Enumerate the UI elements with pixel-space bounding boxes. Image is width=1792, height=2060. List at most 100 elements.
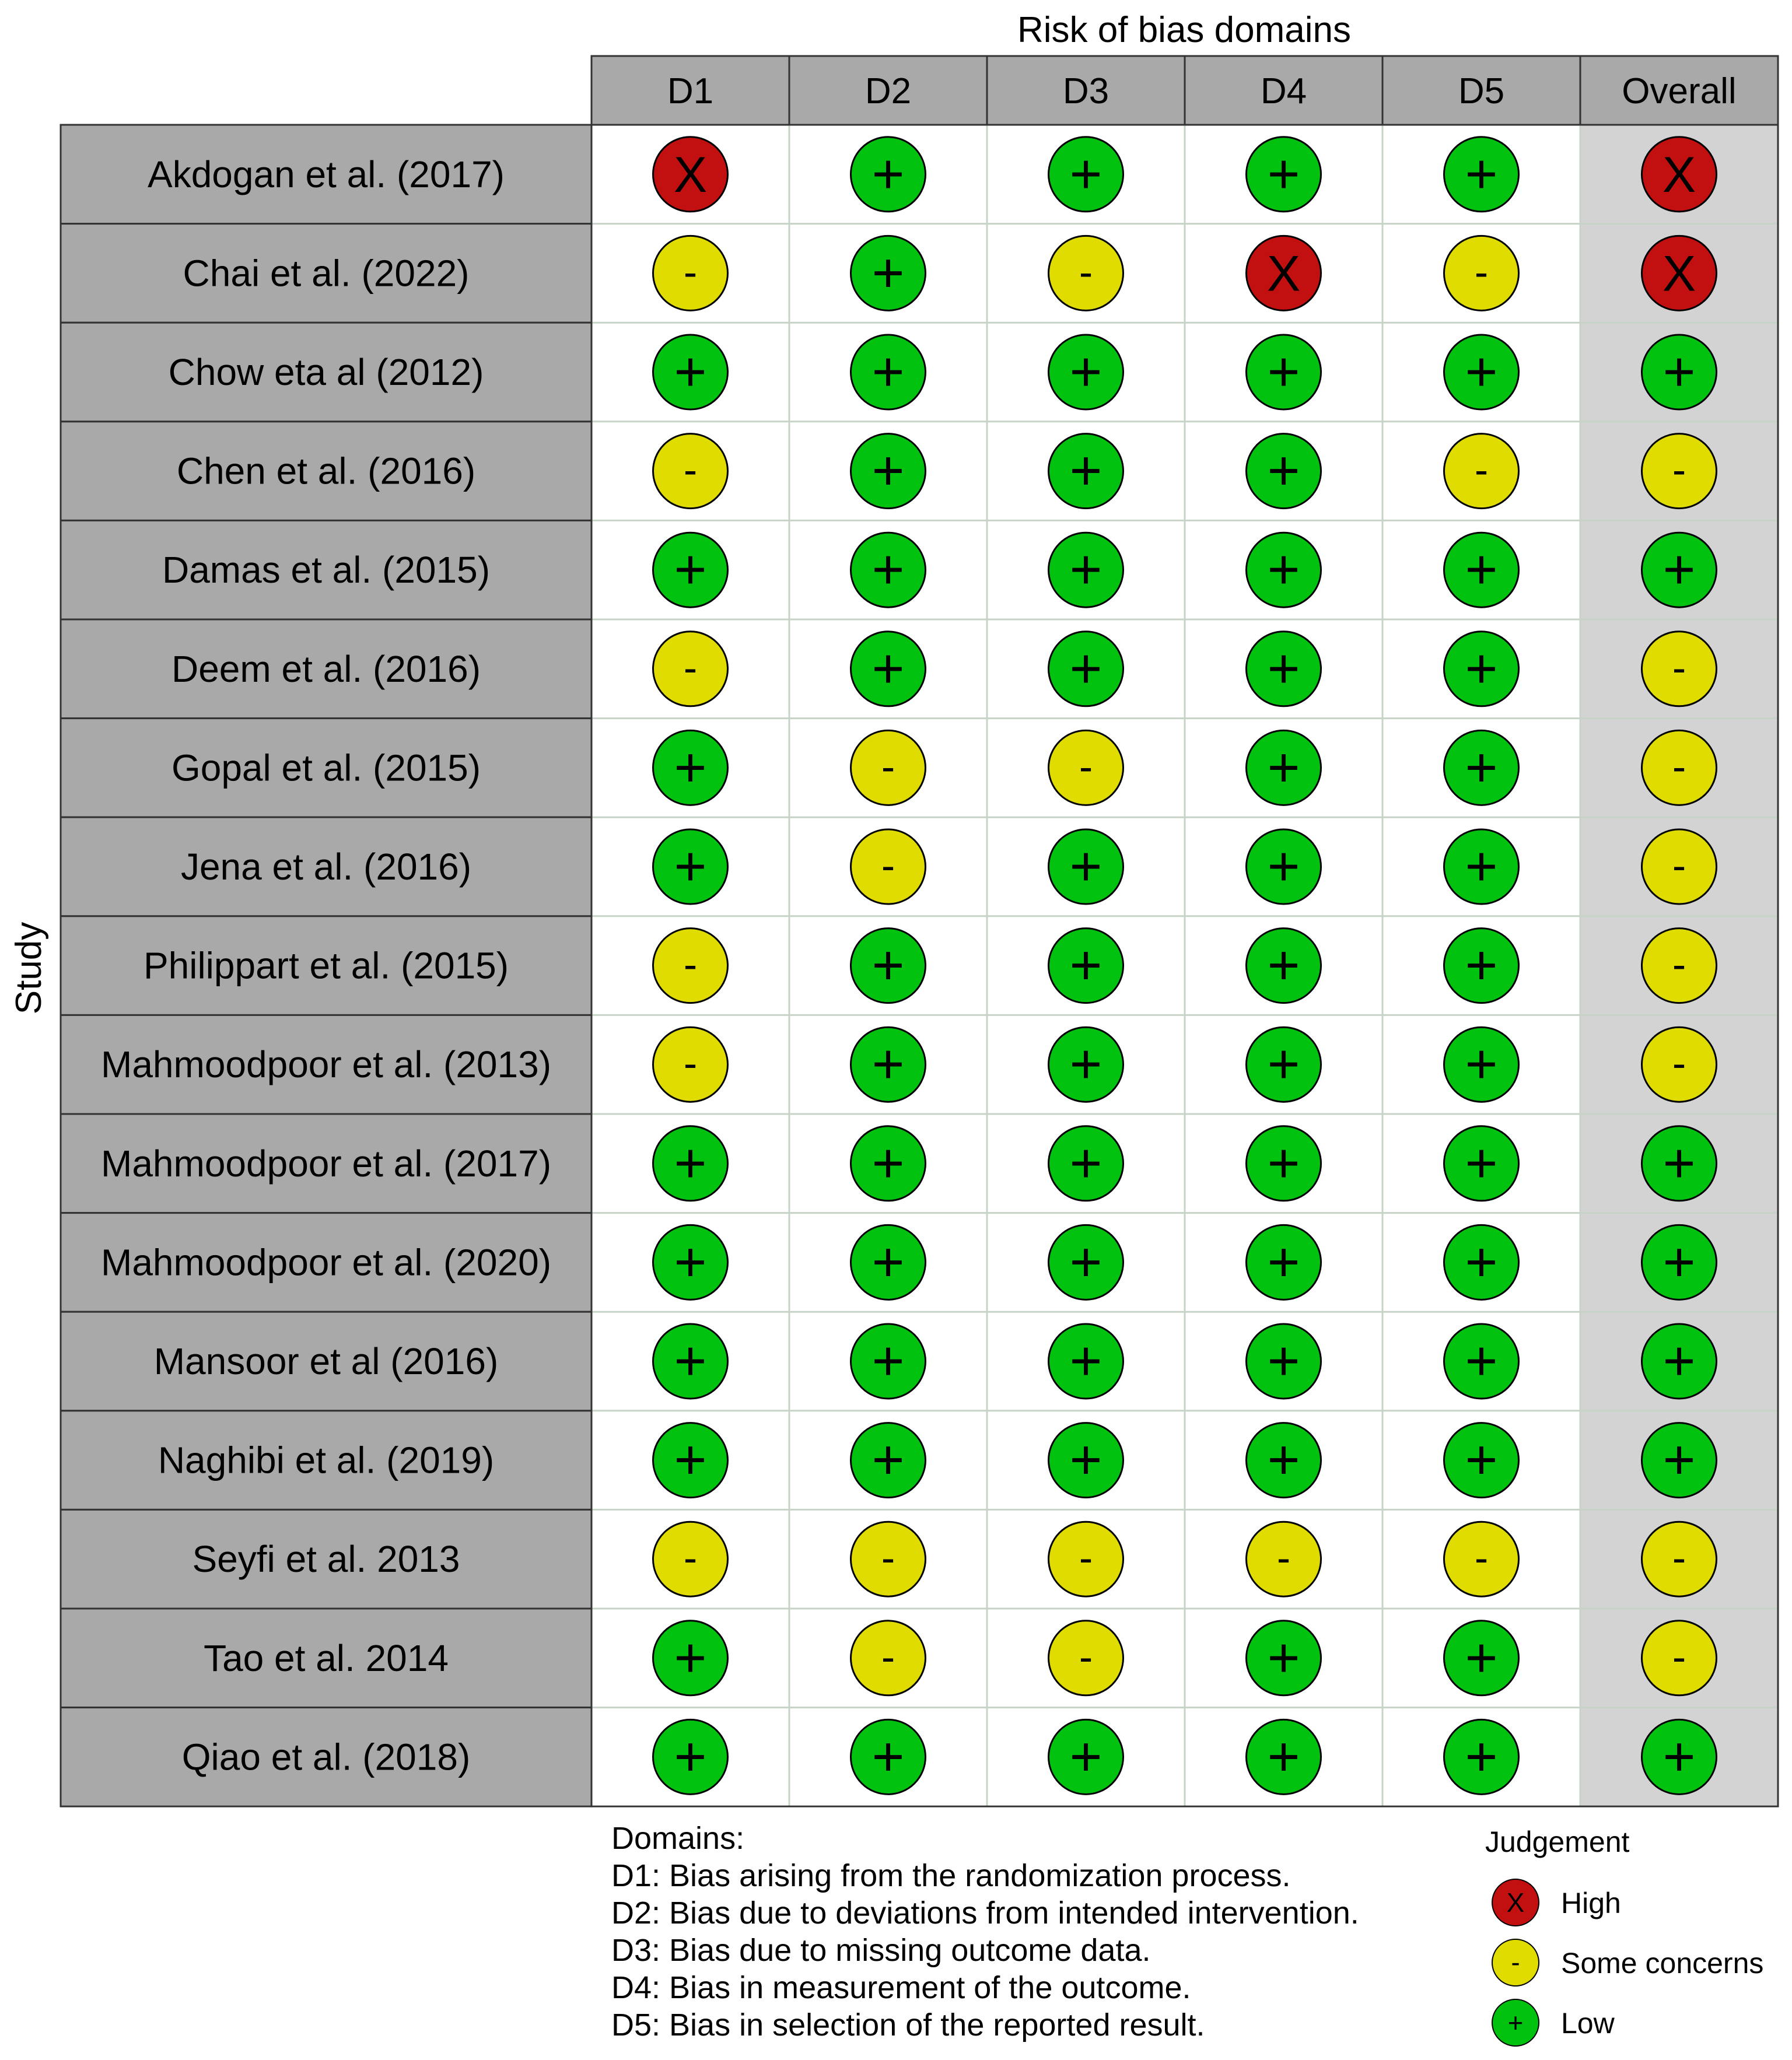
legend-low-icon bbox=[1492, 1999, 1539, 2047]
judgement-symbol-mahmoodpoor-et-al-2013-d2: + bbox=[872, 1033, 904, 1095]
legend-high-label: High bbox=[1561, 1887, 1621, 1919]
judgement-symbol-naghibi-et-al-2019-d4: + bbox=[1267, 1429, 1300, 1491]
legend-some-label: Some concerns bbox=[1561, 1947, 1763, 1980]
judgement-mark-chen-et-al-2016-d3 bbox=[1048, 433, 1124, 510]
judgement-mark-naghibi-et-al-2019-d4 bbox=[1245, 1422, 1322, 1499]
judgement-mark-mahmoodpoor-et-al-2013-overall bbox=[1641, 1026, 1717, 1103]
judgement-mark-chai-et-al-2022-d3 bbox=[1048, 234, 1124, 311]
judgement-symbol-seyfi-et-al-2013-overall: - bbox=[1672, 1535, 1686, 1581]
judgement-mark-deem-et-al-2016-d5 bbox=[1443, 630, 1520, 707]
judgement-mark-chai-et-al-2022-d5 bbox=[1443, 234, 1520, 311]
judgement-mark-akdogan-et-al-2017-overall bbox=[1641, 136, 1717, 213]
judgement-mark-akdogan-et-al-2017-d4 bbox=[1245, 136, 1322, 213]
judgement-symbol-deem-et-al-2016-d2: + bbox=[872, 637, 904, 700]
judgement-symbol-damas-et-al-2015-d5: + bbox=[1465, 538, 1497, 601]
judgement-symbol-mahmoodpoor-et-al-2020-d3: + bbox=[1069, 1231, 1102, 1293]
study-label-deem-et-al-2016: Deem et al. (2016) bbox=[172, 648, 481, 690]
study-label-jena-et-al-2016: Jena et al. (2016) bbox=[181, 846, 471, 888]
judgement-symbol-damas-et-al-2015-d1: + bbox=[674, 538, 706, 601]
judgement-symbol-tao-et-al-2014-overall: - bbox=[1672, 1634, 1686, 1680]
header-cell-overall bbox=[1579, 55, 1779, 126]
judgement-mark-mahmoodpoor-et-al-2020-overall bbox=[1641, 1224, 1717, 1301]
judgement-symbol-damas-et-al-2015-d4: + bbox=[1267, 538, 1300, 601]
judgement-mark-mahmoodpoor-et-al-2020-d1 bbox=[652, 1224, 729, 1301]
judgement-symbol-qiao-et-al-2018-d4: + bbox=[1267, 1725, 1300, 1788]
judgement-symbol-philippart-et-al-2015-d5: + bbox=[1465, 934, 1497, 997]
judgement-symbol-naghibi-et-al-2019-d5: + bbox=[1465, 1429, 1497, 1491]
judgement-symbol-philippart-et-al-2015-overall: - bbox=[1672, 942, 1686, 987]
judgement-symbol-mahmoodpoor-et-al-2017-d5: + bbox=[1465, 1132, 1497, 1194]
judgement-symbol-philippart-et-al-2015-d2: + bbox=[872, 934, 904, 997]
judgement-mark-chow-eta-al-2012-d2 bbox=[850, 334, 926, 411]
judgement-mark-chow-eta-al-2012-d4 bbox=[1245, 334, 1322, 411]
judgement-mark-chow-eta-al-2012-d1 bbox=[652, 334, 729, 411]
judgement-mark-chen-et-al-2016-d4 bbox=[1245, 433, 1322, 510]
judgement-mark-naghibi-et-al-2019-d5 bbox=[1443, 1422, 1520, 1499]
judgement-mark-mansoor-et-al-2016-d2 bbox=[850, 1323, 926, 1400]
judgement-mark-naghibi-et-al-2019-overall bbox=[1641, 1422, 1717, 1499]
study-cell-gopal-et-al-2015 bbox=[60, 717, 593, 818]
judgement-mark-mahmoodpoor-et-al-2013-d5 bbox=[1443, 1026, 1520, 1103]
study-label-gopal-et-al-2015: Gopal et al. (2015) bbox=[172, 747, 481, 789]
judgement-symbol-jena-et-al-2016-d2: - bbox=[881, 843, 895, 888]
judgement-symbol-mansoor-et-al-2016-d4: + bbox=[1267, 1330, 1300, 1392]
judgement-symbol-deem-et-al-2016-d4: + bbox=[1267, 637, 1300, 700]
judgement-symbol-qiao-et-al-2018-d3: + bbox=[1069, 1725, 1102, 1788]
judgement-mark-mahmoodpoor-et-al-2020-d5 bbox=[1443, 1224, 1520, 1301]
judgement-symbol-mahmoodpoor-et-al-2020-d5: + bbox=[1465, 1231, 1497, 1293]
judgement-mark-chow-eta-al-2012-d3 bbox=[1048, 334, 1124, 411]
judgement-mark-naghibi-et-al-2019-d2 bbox=[850, 1422, 926, 1499]
study-label-akdogan-et-al-2017: Akdogan et al. (2017) bbox=[148, 153, 505, 195]
domain-legend-d2: D2: Bias due to deviations from intended… bbox=[611, 1896, 1359, 1931]
judgement-mark-chow-eta-al-2012-overall bbox=[1641, 334, 1717, 411]
judgement-symbol-chen-et-al-2016-d3: + bbox=[1069, 440, 1102, 502]
judgement-mark-seyfi-et-al-2013-overall bbox=[1641, 1521, 1717, 1597]
study-label-column: Akdogan et al. (2017) Chai et al. (2022) C… bbox=[60, 124, 593, 1807]
judgement-mark-chow-eta-al-2012-d5 bbox=[1443, 334, 1520, 411]
judgement-mark-damas-et-al-2015-d3 bbox=[1048, 531, 1124, 608]
judgement-mark-gopal-et-al-2015-d1 bbox=[652, 729, 729, 806]
study-cell-chai-et-al-2022 bbox=[60, 223, 593, 324]
judgement-mark-seyfi-et-al-2013-d5 bbox=[1443, 1521, 1520, 1597]
judgement-mark-gopal-et-al-2015-d2 bbox=[850, 729, 926, 806]
judgement-mark-tao-et-al-2014-d1 bbox=[652, 1620, 729, 1697]
study-cell-akdogan-et-al-2017 bbox=[60, 124, 593, 225]
judgement-symbol-chai-et-al-2022-d3: - bbox=[1079, 249, 1093, 295]
judgement-symbol-gopal-et-al-2015-overall: - bbox=[1672, 744, 1686, 789]
judgement-symbol-mahmoodpoor-et-al-2017-d4: + bbox=[1267, 1132, 1300, 1194]
judgement-symbol-tao-et-al-2014-d5: + bbox=[1465, 1627, 1497, 1689]
judgement-mark-jena-et-al-2016-d2 bbox=[850, 828, 926, 905]
legend-some-icon bbox=[1492, 1939, 1539, 1987]
study-cell-naghibi-et-al-2019 bbox=[60, 1410, 593, 1511]
study-label-seyfi-et-al-2013: Seyfi et al. 2013 bbox=[192, 1538, 460, 1580]
judgement-symbol-chen-et-al-2016-d4: + bbox=[1267, 440, 1300, 502]
judgement-symbol-chen-et-al-2016-d1: - bbox=[684, 447, 697, 493]
judgement-mark-jena-et-al-2016-overall bbox=[1641, 828, 1717, 905]
domain-legend-d4: D4: Bias in measurement of the outcome. bbox=[611, 1970, 1191, 2005]
judgement-mark-gopal-et-al-2015-overall bbox=[1641, 729, 1717, 806]
judgement-mark-damas-et-al-2015-d1 bbox=[652, 531, 729, 608]
judgement-symbol-mahmoodpoor-et-al-2013-overall: - bbox=[1672, 1040, 1686, 1086]
judgement-mark-mansoor-et-al-2016-overall bbox=[1641, 1323, 1717, 1400]
judgement-mark-deem-et-al-2016-overall bbox=[1641, 630, 1717, 707]
judgement-mark-mahmoodpoor-et-al-2017-d1 bbox=[652, 1125, 729, 1202]
y-axis-label: Study bbox=[9, 922, 49, 1015]
header-label-d3: D3 bbox=[1063, 71, 1109, 111]
judgement-mark-mansoor-et-al-2016-d4 bbox=[1245, 1323, 1322, 1400]
header-label-d5: D5 bbox=[1458, 71, 1504, 111]
judgement-mark-akdogan-et-al-2017-d1 bbox=[652, 136, 729, 213]
study-label-chen-et-al-2016: Chen et al. (2016) bbox=[177, 450, 475, 492]
study-cell-chow-eta-al-2012 bbox=[60, 321, 593, 423]
judgement-mark-qiao-et-al-2018-overall bbox=[1641, 1718, 1717, 1795]
judgement-mark-chen-et-al-2016-overall bbox=[1641, 433, 1717, 510]
judgement-symbol-chai-et-al-2022-d2: + bbox=[872, 241, 904, 304]
domains-legend: Domains: D1: Bias arising from the rando… bbox=[611, 1821, 1359, 2043]
judgement-symbol-tao-et-al-2014-d3: - bbox=[1079, 1634, 1093, 1680]
judgement-mark-chai-et-al-2022-d4 bbox=[1245, 234, 1322, 311]
judgement-symbol-mahmoodpoor-et-al-2013-d5: + bbox=[1465, 1033, 1497, 1095]
legend-low-symbol: + bbox=[1508, 2008, 1524, 2038]
header-label-d1: D1 bbox=[667, 71, 713, 111]
judgement-mark-chen-et-al-2016-d1 bbox=[652, 433, 729, 510]
header-cell-d2 bbox=[788, 55, 988, 126]
judgement-symbol-philippart-et-al-2015-d4: + bbox=[1267, 934, 1300, 997]
